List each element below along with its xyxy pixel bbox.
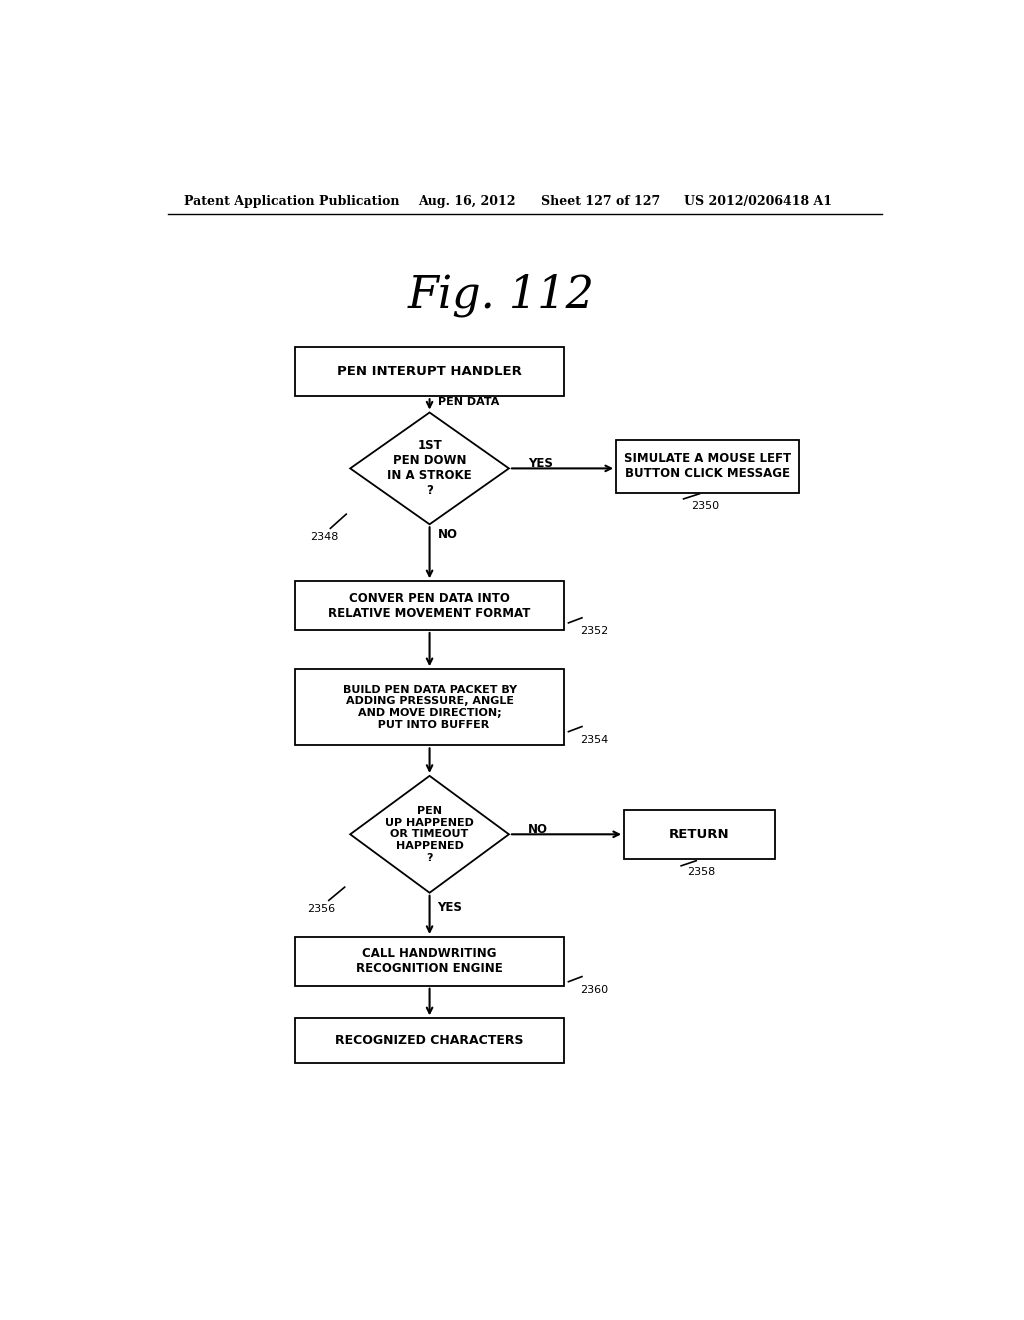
Text: 2358: 2358 bbox=[687, 867, 716, 876]
FancyBboxPatch shape bbox=[295, 669, 564, 746]
Text: CALL HANDWRITING
RECOGNITION ENGINE: CALL HANDWRITING RECOGNITION ENGINE bbox=[356, 948, 503, 975]
Text: US 2012/0206418 A1: US 2012/0206418 A1 bbox=[684, 194, 831, 207]
FancyBboxPatch shape bbox=[295, 581, 564, 630]
Polygon shape bbox=[350, 412, 509, 524]
Text: 2356: 2356 bbox=[307, 903, 336, 913]
Text: YES: YES bbox=[528, 457, 553, 470]
Text: YES: YES bbox=[437, 902, 463, 913]
Text: Sheet 127 of 127: Sheet 127 of 127 bbox=[541, 194, 659, 207]
Text: RECOGNIZED CHARACTERS: RECOGNIZED CHARACTERS bbox=[335, 1034, 524, 1047]
FancyBboxPatch shape bbox=[295, 937, 564, 986]
FancyBboxPatch shape bbox=[295, 1018, 564, 1063]
Text: 2360: 2360 bbox=[581, 985, 608, 995]
FancyBboxPatch shape bbox=[616, 440, 799, 492]
Polygon shape bbox=[350, 776, 509, 892]
Text: PEN
UP HAPPENED
OR TIMEOUT
HAPPENED
?: PEN UP HAPPENED OR TIMEOUT HAPPENED ? bbox=[385, 807, 474, 862]
FancyBboxPatch shape bbox=[624, 810, 775, 859]
Text: 2348: 2348 bbox=[310, 532, 339, 541]
Text: SIMULATE A MOUSE LEFT
BUTTON CLICK MESSAGE: SIMULATE A MOUSE LEFT BUTTON CLICK MESSA… bbox=[624, 453, 791, 480]
FancyBboxPatch shape bbox=[295, 347, 564, 396]
Text: PEN DATA: PEN DATA bbox=[437, 397, 499, 408]
Text: 1ST
PEN DOWN
IN A STROKE
?: 1ST PEN DOWN IN A STROKE ? bbox=[387, 440, 472, 498]
Text: CONVER PEN DATA INTO
RELATIVE MOVEMENT FORMAT: CONVER PEN DATA INTO RELATIVE MOVEMENT F… bbox=[329, 591, 530, 619]
Text: BUILD PEN DATA PACKET BY
ADDING PRESSURE, ANGLE
AND MOVE DIRECTION;
  PUT INTO B: BUILD PEN DATA PACKET BY ADDING PRESSURE… bbox=[342, 685, 517, 730]
Text: Aug. 16, 2012: Aug. 16, 2012 bbox=[418, 194, 515, 207]
Text: RETURN: RETURN bbox=[669, 828, 730, 841]
Text: 2350: 2350 bbox=[691, 502, 720, 511]
Text: Fig. 112: Fig. 112 bbox=[408, 273, 595, 317]
Text: NO: NO bbox=[437, 528, 458, 541]
Text: 2354: 2354 bbox=[581, 735, 608, 744]
Text: 2352: 2352 bbox=[581, 626, 608, 636]
Text: Patent Application Publication: Patent Application Publication bbox=[183, 194, 399, 207]
Text: NO: NO bbox=[527, 822, 548, 836]
Text: PEN INTERUPT HANDLER: PEN INTERUPT HANDLER bbox=[337, 366, 522, 379]
